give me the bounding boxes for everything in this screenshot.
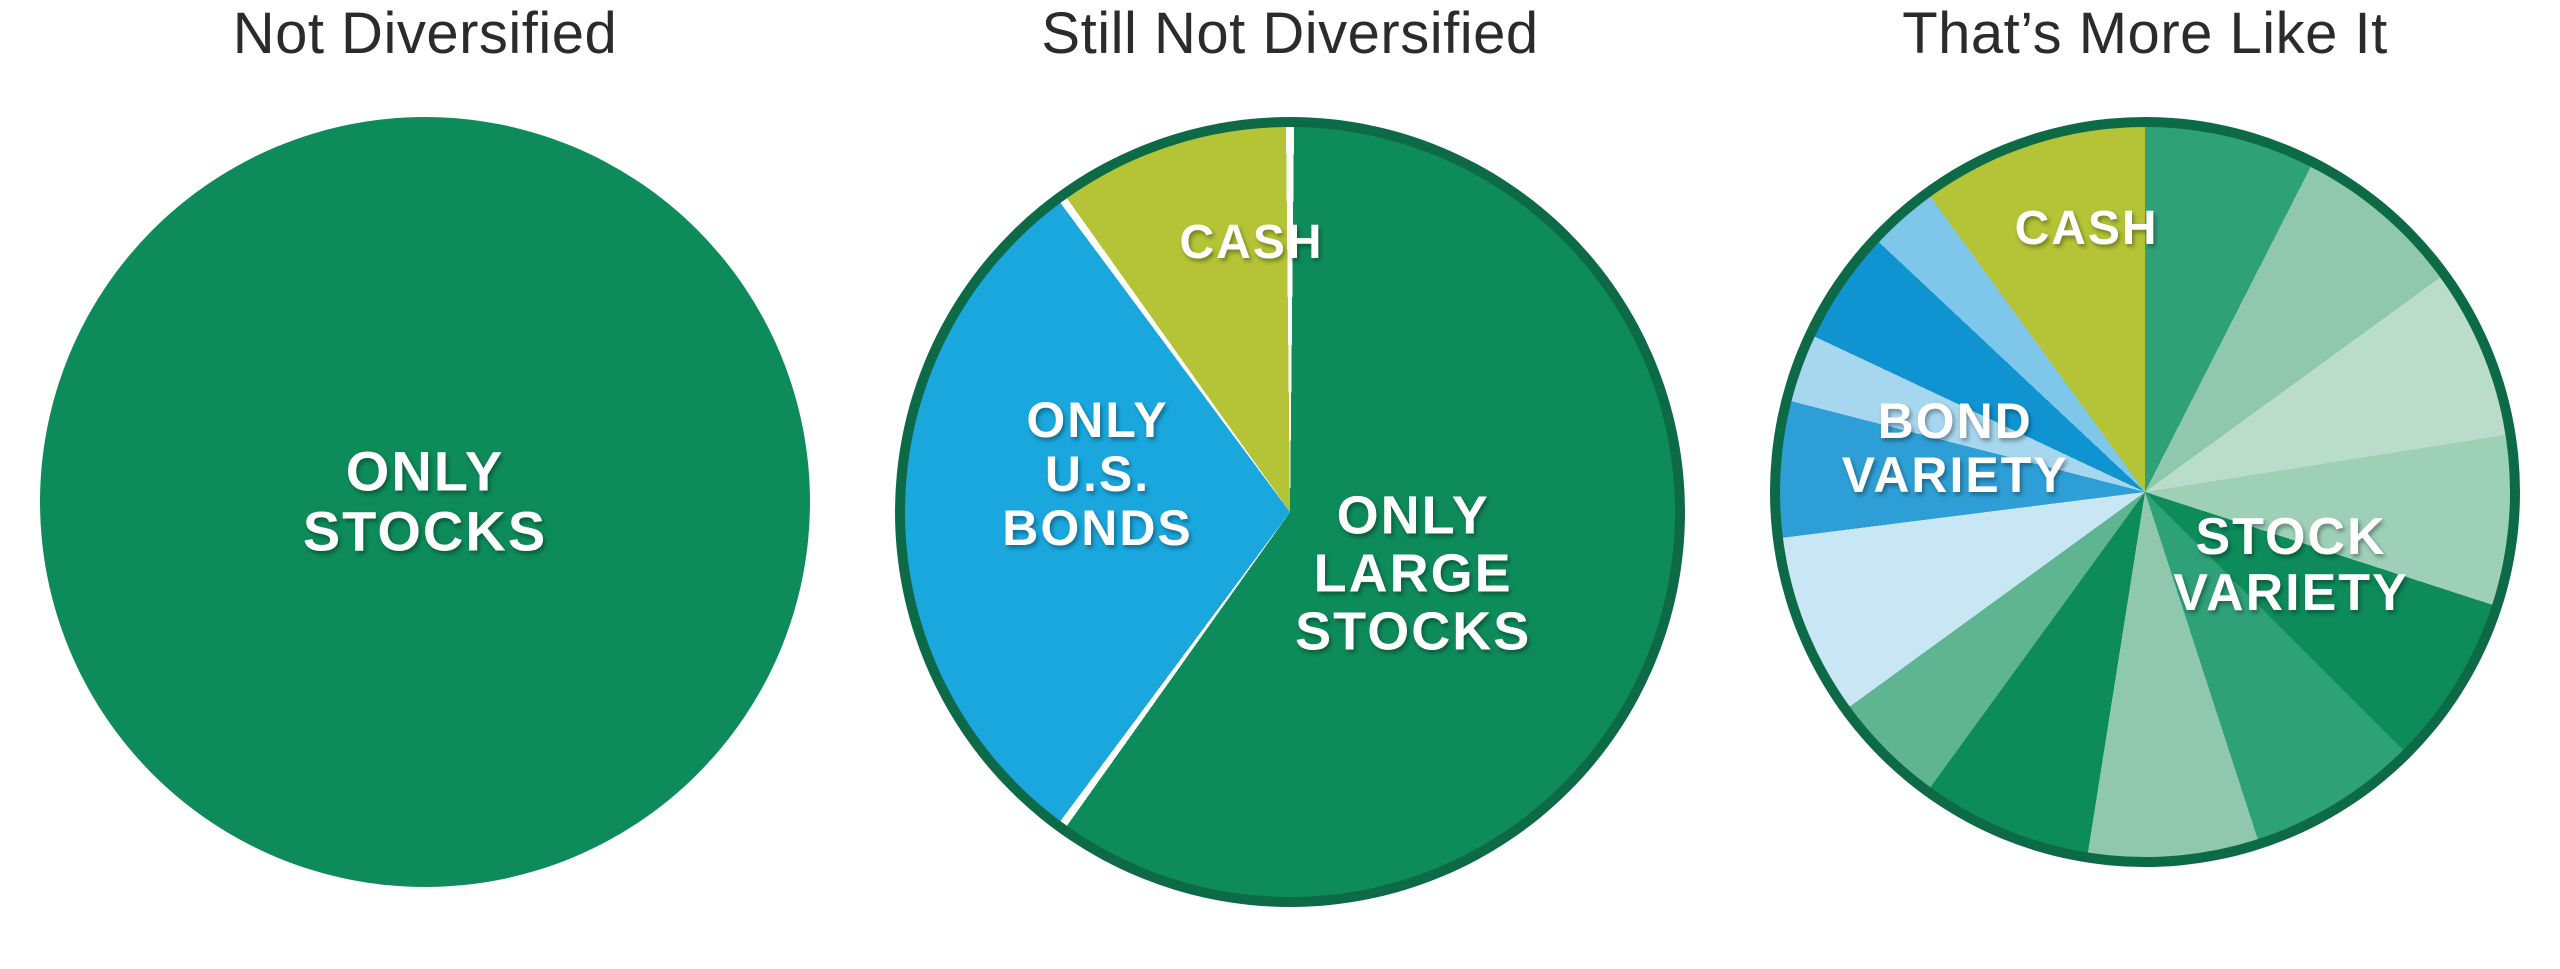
slice-label: STOCK VARIETY — [2173, 509, 2409, 621]
slice-label: CASH — [2015, 203, 2159, 255]
pie-chart-1: ONLY STOCKS — [40, 117, 810, 887]
slice-label: ONLY LARGE STOCKS — [1295, 486, 1531, 661]
pie-chart-3: STOCK VARIETY BOND VARIETY CASH — [1780, 127, 2510, 857]
pie-ring-2: ONLY LARGE STOCKS ONLY U.S. BONDS CASH — [895, 117, 1685, 907]
panel-title-2: Still Not Diversified — [1041, 0, 1538, 67]
chart-row: Not Diversified ONLY STOCKS Still Not Di… — [0, 0, 2560, 907]
slice-label: CASH — [1179, 217, 1323, 269]
slice-label: ONLY STOCKS — [303, 442, 547, 563]
pie-ring-1: ONLY STOCKS — [40, 117, 810, 887]
slice-label: ONLY U.S. BONDS — [1002, 393, 1193, 555]
panel-not-diversified: Not Diversified ONLY STOCKS — [40, 0, 810, 887]
pie-ring-3: STOCK VARIETY BOND VARIETY CASH — [1770, 117, 2520, 867]
panel-still-not-diversified: Still Not Diversified ONLY LARGE STOCKSO… — [895, 0, 1685, 907]
pie-chart-2: ONLY LARGE STOCKS ONLY U.S. BONDS CASH — [905, 127, 1675, 897]
slice-label: BOND VARIETY — [1842, 394, 2069, 502]
panel-title-3: That’s More Like It — [1902, 0, 2388, 67]
panel-title-1: Not Diversified — [233, 0, 618, 67]
panel-thats-more-like-it: That’s More Like It STOCK VARIETY BOND VA… — [1770, 0, 2520, 867]
